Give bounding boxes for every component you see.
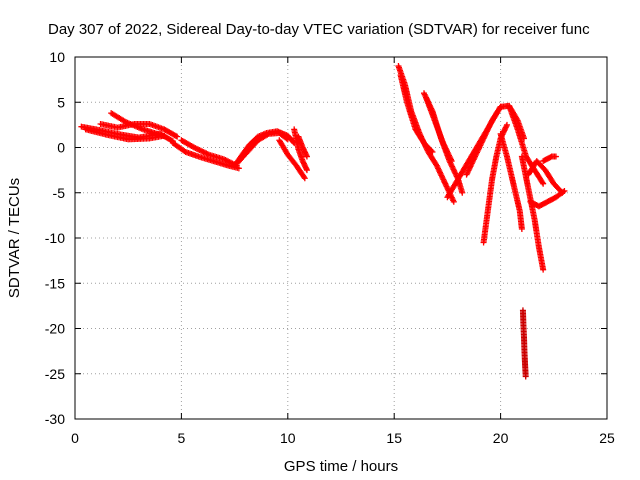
y-tick-label: -30	[45, 411, 65, 427]
series-arc-24	[540, 153, 559, 165]
x-tick-label: 20	[493, 430, 509, 446]
y-tick-label: 10	[49, 49, 65, 65]
x-tick-label: 15	[386, 430, 402, 446]
data-point	[157, 131, 164, 138]
y-axis-ticks: 10 5 0 -5 -10 -15 -20 -25 -30	[45, 49, 607, 427]
y-tick-label: -10	[45, 230, 65, 246]
data-point	[459, 189, 466, 196]
data-point	[450, 198, 457, 205]
grid-lines	[75, 57, 607, 419]
y-tick-label: 5	[57, 94, 65, 110]
x-tick-label: 10	[280, 430, 296, 446]
x-axis-label: GPS time / hours	[284, 458, 398, 475]
data-point	[300, 174, 307, 181]
y-tick-label: -5	[53, 185, 66, 201]
series-arc-4	[108, 110, 164, 138]
data-marks	[78, 63, 568, 380]
data-point	[448, 158, 455, 165]
series-arc-25	[519, 307, 529, 380]
data-point	[284, 136, 291, 143]
data-point	[161, 132, 168, 139]
series-arc-21	[518, 153, 547, 273]
series-arc-8	[233, 130, 291, 167]
series-arc-20	[506, 102, 547, 187]
data-point	[552, 153, 559, 160]
data-point	[303, 167, 310, 174]
data-point	[264, 131, 271, 138]
data-point	[561, 187, 568, 194]
chart-title: Day 307 of 2022, Sidereal Day-to-day VTE…	[48, 21, 590, 38]
data-point	[522, 373, 529, 380]
data-point	[560, 188, 567, 195]
series-arc-13	[397, 72, 436, 156]
y-tick-label: 0	[57, 140, 65, 156]
data-point	[301, 175, 308, 182]
data-point	[429, 149, 436, 156]
series-arc-2	[82, 126, 168, 143]
series-arc-19	[497, 130, 525, 232]
y-tick-label: -20	[45, 321, 65, 337]
x-tick-label: 5	[178, 430, 186, 446]
x-axis-ticks: 0 5 10 15 20 25	[71, 57, 615, 446]
data-point	[518, 225, 525, 232]
data-point	[174, 133, 181, 140]
data-point	[303, 153, 310, 160]
data-point	[540, 180, 547, 187]
series-arc-9	[276, 137, 308, 182]
data-point	[283, 135, 290, 142]
y-tick-label: -25	[45, 366, 65, 382]
data-point	[540, 266, 547, 273]
series-arc-11	[295, 133, 310, 160]
y-axis-label: SDTVAR / TECUs	[6, 178, 23, 298]
data-point	[539, 179, 546, 186]
series-arc-10	[291, 126, 310, 174]
data-point	[503, 121, 510, 128]
data-point	[428, 147, 435, 154]
x-tick-label: 25	[599, 430, 615, 446]
y-tick-label: -15	[45, 275, 65, 291]
series-arc-23	[527, 187, 568, 210]
x-tick-label: 0	[71, 430, 79, 446]
data-point	[172, 132, 179, 139]
series-arc-15	[423, 94, 455, 165]
